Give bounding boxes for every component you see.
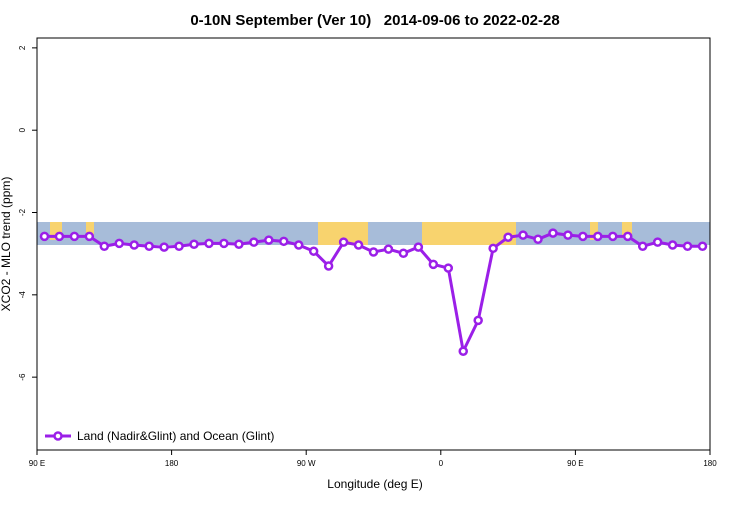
y-tick-label: 2 — [18, 45, 27, 50]
legend-label: Land (Nadir&Glint) and Ocean (Glint) — [77, 429, 274, 443]
point — [114, 238, 125, 249]
land — [422, 222, 516, 245]
land — [590, 222, 598, 240]
x-tick-label: 180 — [703, 459, 717, 468]
point — [533, 234, 543, 245]
x-tick-label: 90 E — [29, 459, 45, 468]
x-tick-label: 180 — [165, 459, 179, 468]
point — [398, 248, 409, 259]
point — [697, 241, 708, 252]
point — [159, 242, 169, 252]
y-tick-label: -4 — [18, 291, 27, 299]
point — [204, 238, 214, 249]
point — [368, 247, 379, 257]
point — [622, 231, 633, 242]
point — [608, 231, 618, 242]
point — [518, 230, 528, 240]
point — [473, 315, 483, 326]
point — [488, 243, 498, 254]
point — [69, 231, 80, 242]
point — [353, 240, 364, 250]
point — [682, 241, 693, 252]
point — [249, 237, 259, 247]
y-tick-label: 0 — [18, 127, 27, 132]
plot-frame — [36, 37, 711, 451]
point — [129, 240, 139, 250]
point — [413, 242, 424, 252]
point — [563, 230, 573, 240]
point — [593, 231, 603, 242]
point — [548, 228, 558, 238]
point — [503, 232, 513, 242]
point — [578, 231, 588, 242]
legend-marker — [53, 431, 63, 441]
chart-title: 0-10N September (Ver 10) 2014-09-06 to 2… — [190, 12, 559, 29]
land — [86, 222, 94, 237]
x-axis-label: Longitude (deg E) — [327, 477, 422, 491]
point — [308, 246, 319, 256]
point — [54, 231, 65, 242]
point — [293, 240, 304, 250]
x-tick-label: 0 — [439, 459, 444, 468]
y-tick-label: -2 — [18, 208, 27, 216]
point — [652, 237, 663, 247]
point — [174, 241, 184, 252]
point — [234, 239, 244, 249]
point — [39, 231, 50, 242]
point — [458, 346, 468, 356]
y-tick-label: -6 — [18, 373, 27, 381]
x-tick-label: 90 E — [567, 459, 583, 468]
point — [279, 236, 289, 247]
point — [144, 241, 154, 252]
point — [264, 235, 274, 245]
point — [383, 244, 394, 254]
land — [318, 222, 368, 245]
point — [338, 237, 349, 247]
point — [428, 259, 439, 270]
point — [84, 231, 95, 242]
point — [637, 241, 648, 252]
point — [219, 238, 229, 249]
x-tick-label: 90 W — [297, 459, 316, 468]
point — [99, 241, 110, 252]
land — [622, 222, 632, 238]
point — [667, 240, 678, 250]
point — [189, 239, 199, 249]
point — [443, 263, 454, 273]
y-axis-label: XCO2 - MLO trend (ppm) — [0, 177, 13, 312]
point — [323, 261, 334, 271]
